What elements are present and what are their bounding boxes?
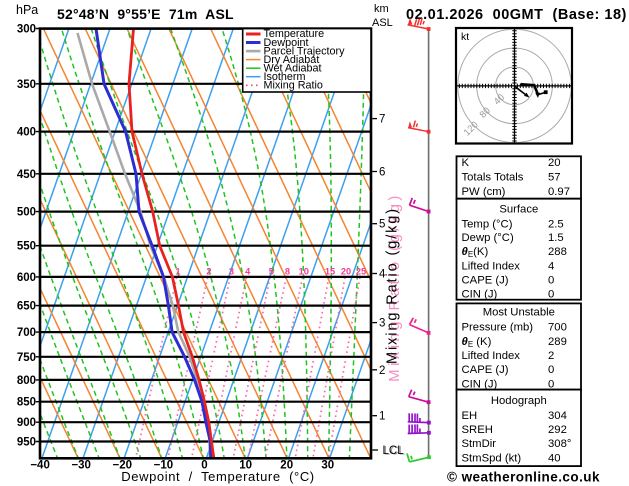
svg-text:6: 6: [379, 167, 385, 179]
svg-text:Isotherm: Isotherm: [264, 71, 306, 83]
svg-text:ASL: ASL: [372, 17, 393, 29]
svg-text:Dewp (°C): Dewp (°C): [462, 232, 514, 244]
svg-text:350: 350: [17, 79, 36, 91]
svg-text:StmDir: StmDir: [462, 438, 497, 450]
svg-text:Lifted Index: Lifted Index: [462, 260, 521, 272]
svg-text:650: 650: [17, 301, 36, 313]
svg-text:0: 0: [548, 378, 554, 390]
svg-text:StmSpd (kt): StmSpd (kt): [462, 452, 522, 464]
svg-text:Dry Adiabat: Dry Adiabat: [264, 54, 320, 66]
svg-text:3: 3: [379, 318, 385, 330]
svg-text:−30: −30: [71, 460, 91, 472]
svg-text:LCL: LCL: [383, 445, 405, 457]
svg-text:30: 30: [321, 460, 334, 472]
svg-text:308°: 308°: [548, 438, 571, 450]
svg-text:SREH: SREH: [462, 424, 493, 436]
svg-text:Pressure (mb): Pressure (mb): [462, 321, 534, 333]
svg-text:850: 850: [17, 397, 36, 409]
svg-text:304: 304: [548, 410, 567, 422]
svg-text:Temperature: Temperature: [264, 28, 325, 40]
svg-text:20: 20: [280, 460, 293, 472]
svg-text:© weatheronline.co.uk: © weatheronline.co.uk: [447, 470, 600, 485]
svg-text:0: 0: [548, 289, 554, 301]
svg-text:700: 700: [17, 327, 36, 339]
svg-text:Lifted Index: Lifted Index: [462, 350, 521, 362]
svg-text:km: km: [374, 3, 389, 15]
svg-text:550: 550: [17, 241, 36, 253]
svg-text:Wet Adiabat: Wet Adiabat: [264, 62, 322, 74]
svg-text:−40: −40: [30, 460, 50, 472]
svg-text:292: 292: [548, 424, 567, 436]
svg-text:−10: −10: [154, 460, 174, 472]
svg-text:1: 1: [379, 411, 385, 423]
svg-text:Mixing Ratio: Mixing Ratio: [264, 80, 323, 92]
svg-text:4: 4: [245, 267, 251, 277]
svg-text:θE(K): θE(K): [462, 246, 489, 259]
svg-text:2: 2: [206, 267, 211, 277]
svg-text:0: 0: [548, 364, 554, 376]
svg-text:CIN (J): CIN (J): [462, 289, 498, 301]
svg-text:4: 4: [548, 260, 554, 272]
svg-text:7: 7: [379, 114, 385, 126]
svg-text:PW (cm): PW (cm): [462, 186, 506, 198]
svg-text:800: 800: [17, 375, 36, 387]
svg-text:3: 3: [229, 267, 234, 277]
svg-text:5: 5: [379, 219, 385, 231]
svg-text:20: 20: [341, 267, 351, 277]
svg-text:2: 2: [379, 365, 385, 377]
svg-text:1: 1: [175, 267, 180, 277]
svg-text:CAPE (J): CAPE (J): [462, 275, 509, 287]
svg-text:700: 700: [548, 321, 567, 333]
svg-text:0.97: 0.97: [548, 186, 570, 198]
svg-text:600: 600: [17, 272, 36, 284]
svg-text:LCL: LCL: [384, 446, 406, 458]
svg-text:2.5: 2.5: [548, 218, 564, 230]
svg-text:0: 0: [548, 275, 554, 287]
svg-text:20: 20: [548, 157, 561, 169]
svg-text:EH: EH: [462, 410, 478, 422]
svg-text:15: 15: [325, 267, 335, 277]
svg-text:40: 40: [548, 452, 561, 464]
svg-text:02.01.2026 00GMT (Base: 18): 02.01.2026 00GMT (Base: 18): [406, 7, 627, 23]
svg-text:Totals Totals: Totals Totals: [462, 172, 524, 184]
svg-text:K: K: [462, 157, 470, 169]
svg-text:25: 25: [356, 267, 366, 277]
svg-text:8: 8: [285, 267, 290, 277]
svg-text:Surface: Surface: [499, 204, 538, 216]
svg-text:Most Unstable: Most Unstable: [483, 307, 555, 319]
svg-text:1.5: 1.5: [548, 232, 564, 244]
svg-text:Hodograph: Hodograph: [491, 395, 547, 407]
svg-text:kt: kt: [461, 31, 469, 43]
svg-text:Dewpoint: Dewpoint: [264, 37, 309, 49]
svg-text:2: 2: [548, 350, 554, 362]
svg-text:57: 57: [548, 172, 561, 184]
svg-text:−20: −20: [113, 460, 133, 472]
svg-text:500: 500: [17, 207, 36, 219]
svg-text:hPa: hPa: [16, 3, 38, 17]
svg-text:52°48’N 9°55’E 71m ASL: 52°48’N 9°55’E 71m ASL: [57, 6, 234, 22]
svg-text:288: 288: [548, 246, 567, 258]
svg-text:450: 450: [17, 169, 36, 181]
svg-text:θE (K): θE (K): [462, 336, 492, 349]
svg-text:CIN (J): CIN (J): [462, 378, 498, 390]
svg-text:900: 900: [17, 417, 36, 429]
svg-text:Dewpoint / Temperature (°C): Dewpoint / Temperature (°C): [121, 469, 314, 484]
svg-text:Mixing Ratio (g/kg): Mixing Ratio (g/kg): [384, 207, 400, 364]
svg-text:400: 400: [17, 127, 36, 139]
svg-text:4: 4: [379, 269, 386, 281]
svg-text:Temp (°C): Temp (°C): [462, 218, 513, 230]
svg-text:10: 10: [239, 460, 252, 472]
svg-text:300: 300: [17, 24, 36, 36]
svg-text:Parcel Trajectory: Parcel Trajectory: [264, 45, 346, 57]
svg-text:950: 950: [17, 437, 36, 449]
svg-text:750: 750: [17, 352, 36, 364]
svg-text:Mixing Ratio (g/kg): Mixing Ratio (g/kg): [386, 192, 403, 382]
svg-text:5: 5: [269, 267, 274, 277]
svg-text:0: 0: [201, 460, 207, 472]
svg-text:10: 10: [299, 267, 309, 277]
svg-text:CAPE (J): CAPE (J): [462, 364, 509, 376]
svg-text:289: 289: [548, 336, 567, 348]
